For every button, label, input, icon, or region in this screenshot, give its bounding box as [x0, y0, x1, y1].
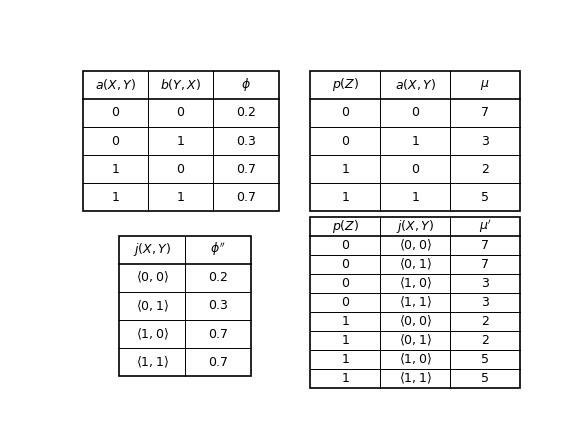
- Text: $\langle 1,0\rangle$: $\langle 1,0\rangle$: [399, 276, 432, 291]
- Text: $a(X,Y)$: $a(X,Y)$: [395, 77, 436, 92]
- Text: $p(Z)$: $p(Z)$: [332, 218, 359, 235]
- Text: $\langle 0,1\rangle$: $\langle 0,1\rangle$: [399, 257, 432, 272]
- Text: 2: 2: [481, 334, 489, 347]
- Text: $\langle 1,0\rangle$: $\langle 1,0\rangle$: [399, 352, 432, 368]
- Text: 1: 1: [342, 372, 349, 385]
- Text: $j(X,Y)$: $j(X,Y)$: [396, 218, 435, 235]
- Text: 0: 0: [411, 163, 419, 176]
- Text: 1: 1: [412, 135, 419, 148]
- Text: 0.7: 0.7: [208, 356, 228, 369]
- Text: 0: 0: [342, 258, 349, 271]
- Text: 0.3: 0.3: [208, 299, 228, 313]
- Text: 0: 0: [111, 135, 119, 148]
- Text: 1: 1: [342, 315, 349, 328]
- Text: 0.7: 0.7: [208, 328, 228, 341]
- Text: $\langle 0,0\rangle$: $\langle 0,0\rangle$: [399, 238, 432, 253]
- Text: $\phi''$: $\phi''$: [211, 241, 226, 258]
- Text: 1: 1: [176, 135, 185, 148]
- Text: 0.2: 0.2: [236, 107, 256, 120]
- Text: $a(X,Y)$: $a(X,Y)$: [95, 77, 136, 92]
- Text: 7: 7: [481, 258, 489, 271]
- Text: 0.7: 0.7: [236, 191, 256, 204]
- Text: $p(Z)$: $p(Z)$: [332, 76, 359, 93]
- Text: 0.7: 0.7: [236, 163, 256, 176]
- Text: $\langle 0,0\rangle$: $\langle 0,0\rangle$: [399, 314, 432, 329]
- Text: 2: 2: [481, 315, 489, 328]
- Text: $\langle 0,0\rangle$: $\langle 0,0\rangle$: [136, 270, 169, 285]
- Text: 0: 0: [411, 107, 419, 120]
- Text: $\langle 1,1\rangle$: $\langle 1,1\rangle$: [136, 355, 169, 370]
- Text: 0: 0: [176, 107, 185, 120]
- Text: 1: 1: [412, 191, 419, 204]
- Text: 3: 3: [481, 135, 489, 148]
- Bar: [82, 71, 279, 211]
- Text: 3: 3: [481, 296, 489, 309]
- Text: 1: 1: [342, 334, 349, 347]
- Text: $b(Y,X)$: $b(Y,X)$: [160, 77, 201, 92]
- Text: 0: 0: [342, 296, 349, 309]
- Text: 1: 1: [342, 191, 349, 204]
- Text: 3: 3: [481, 277, 489, 290]
- Text: 0: 0: [342, 277, 349, 290]
- Text: 0: 0: [342, 239, 349, 252]
- Text: $\langle 0,1\rangle$: $\langle 0,1\rangle$: [136, 298, 169, 314]
- Text: $\mu$: $\mu$: [480, 78, 490, 92]
- Bar: [119, 235, 251, 376]
- Text: $\langle 1,1\rangle$: $\langle 1,1\rangle$: [399, 371, 432, 386]
- Text: 1: 1: [342, 353, 349, 366]
- Text: 0.3: 0.3: [236, 135, 256, 148]
- Text: 2: 2: [481, 163, 489, 176]
- Text: $j(X,Y)$: $j(X,Y)$: [133, 241, 171, 258]
- Text: $\langle 0,1\rangle$: $\langle 0,1\rangle$: [399, 333, 432, 348]
- Text: 5: 5: [481, 191, 489, 204]
- Text: 1: 1: [111, 163, 119, 176]
- Text: $\phi$: $\phi$: [241, 76, 251, 93]
- Text: 1: 1: [176, 191, 185, 204]
- Text: 1: 1: [111, 191, 119, 204]
- Text: 7: 7: [481, 239, 489, 252]
- Text: 5: 5: [481, 372, 489, 385]
- Text: $\mu'$: $\mu'$: [479, 218, 492, 235]
- Text: 0.2: 0.2: [208, 271, 228, 284]
- Bar: [310, 71, 520, 211]
- Text: 1: 1: [342, 163, 349, 176]
- Text: 5: 5: [481, 353, 489, 366]
- Text: 7: 7: [481, 107, 489, 120]
- Text: 0: 0: [111, 107, 119, 120]
- Text: 0: 0: [342, 135, 349, 148]
- Bar: [310, 217, 520, 388]
- Text: $\langle 1,1\rangle$: $\langle 1,1\rangle$: [399, 295, 432, 310]
- Text: 0: 0: [176, 163, 185, 176]
- Text: $\langle 1,0\rangle$: $\langle 1,0\rangle$: [136, 326, 169, 342]
- Text: 0: 0: [342, 107, 349, 120]
